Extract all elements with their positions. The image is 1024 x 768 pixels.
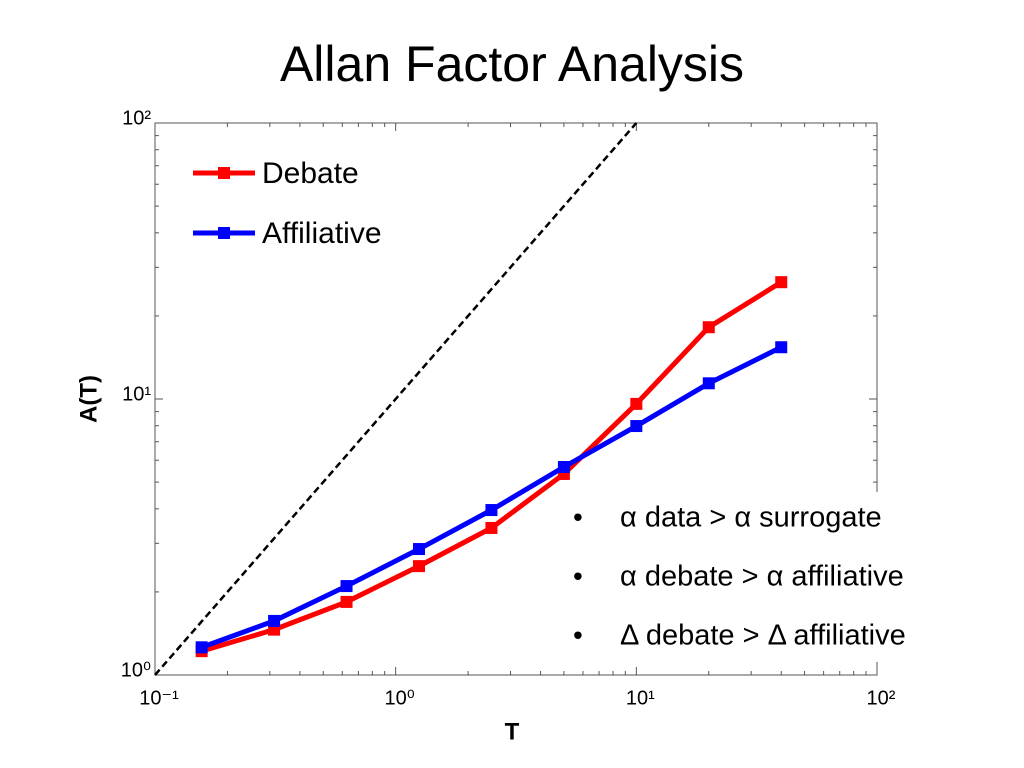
annotation-backdrop — [560, 492, 1000, 662]
annotation: α data > α surrogate — [620, 502, 882, 534]
annotation: Δ debate > Δ affiliative — [620, 620, 906, 652]
marker — [485, 521, 498, 534]
y-axis-label: A(T) — [75, 375, 102, 423]
marker — [412, 560, 425, 573]
legend-label: Debate — [262, 157, 359, 190]
marker — [702, 377, 715, 390]
legend-marker — [218, 227, 230, 239]
marker — [775, 276, 788, 289]
bullet: • — [573, 619, 583, 650]
reference-line — [154, 122, 638, 676]
marker — [702, 321, 715, 334]
x-axis-label: T — [505, 718, 520, 745]
y-tick-label: 10⁰ — [121, 659, 151, 681]
legend-label: Affiliative — [262, 217, 382, 250]
bullet: • — [573, 501, 583, 532]
marker — [195, 641, 208, 654]
marker — [630, 420, 643, 433]
bullet: • — [573, 560, 583, 591]
x-tick-label: 10⁻¹ — [139, 687, 179, 709]
x-tick-label: 10² — [867, 687, 896, 709]
marker — [268, 614, 281, 627]
marker — [340, 580, 353, 593]
marker — [557, 461, 570, 474]
marker — [485, 504, 498, 517]
marker — [775, 341, 788, 354]
marker — [630, 397, 643, 410]
y-tick-label: 10¹ — [122, 383, 151, 405]
annotation: α debate > α affiliative — [620, 561, 904, 593]
marker — [412, 543, 425, 556]
marker — [340, 595, 353, 608]
chart-title: Allan Factor Analysis — [280, 36, 744, 92]
legend-marker — [218, 167, 230, 179]
x-tick-label: 10¹ — [626, 687, 655, 709]
y-tick-label: 10² — [122, 107, 151, 129]
x-tick-label: 10⁰ — [385, 687, 415, 709]
